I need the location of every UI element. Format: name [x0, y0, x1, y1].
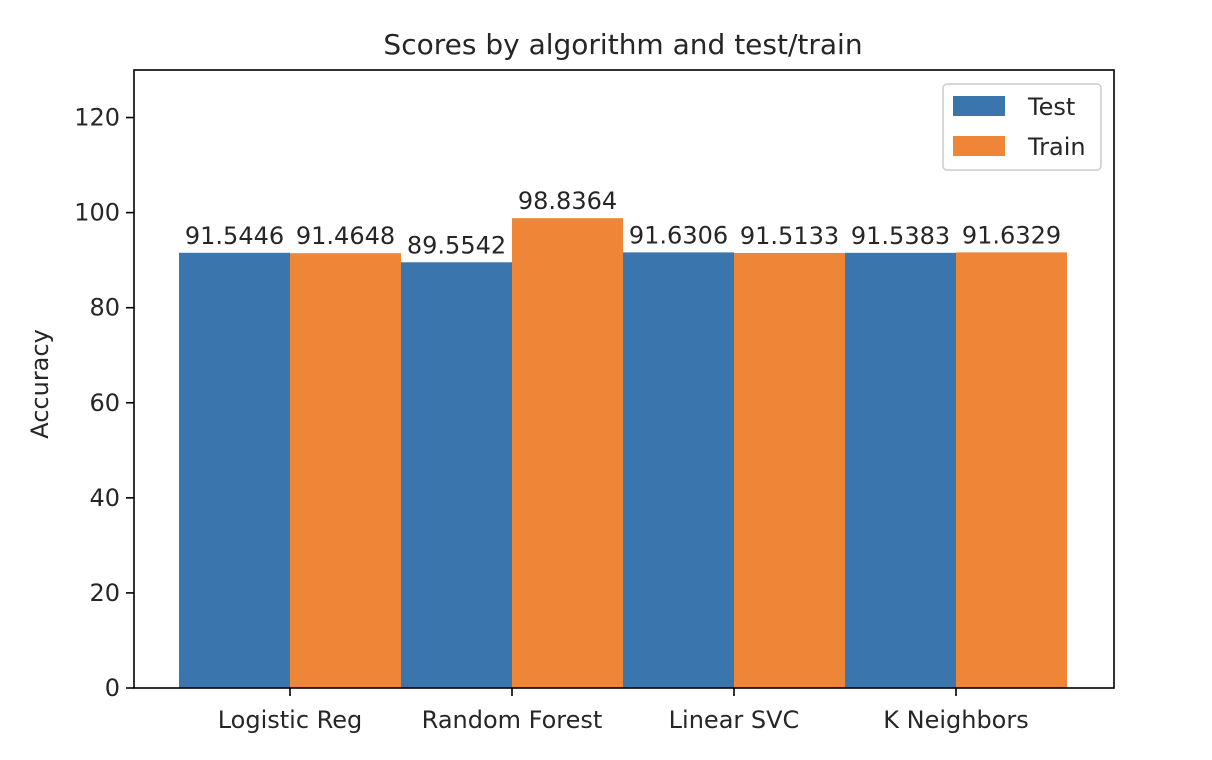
- y-tick-label: 80: [89, 294, 120, 322]
- bar-train-linear-svc: [734, 252, 845, 689]
- y-tick-label: 20: [89, 579, 120, 607]
- y-tick-label: 0: [105, 674, 120, 702]
- bar-train-k-neighbors: [956, 252, 1067, 688]
- bar-test-random-forest: [401, 262, 512, 688]
- x-tick-label: K Neighbors: [883, 706, 1029, 734]
- bar-value-label: 91.5446: [185, 222, 284, 250]
- bar-value-label: 89.5542: [407, 231, 506, 259]
- y-tick-label: 60: [89, 389, 120, 417]
- bar-train-random-forest: [512, 218, 623, 688]
- bar-value-label: 91.4648: [296, 222, 395, 250]
- bar-train-logistic-reg: [290, 253, 401, 688]
- bar-test-logistic-reg: [179, 252, 290, 689]
- legend: Test Train: [942, 83, 1102, 171]
- bar-value-labels: 91.5446 91.4648 89.5542 98.8364 91.6306 91.51…: [185, 187, 1061, 259]
- legend-swatch-test: [953, 96, 1005, 116]
- x-tick-label: Random Forest: [422, 706, 603, 734]
- x-tick-label: Linear SVC: [669, 706, 800, 734]
- bar-value-label: 98.8364: [518, 187, 617, 215]
- bar-value-label: 91.6306: [629, 221, 728, 249]
- y-axis-label: Accuracy: [26, 329, 54, 439]
- y-axis: 0 20 40 60 80 100 120: [74, 104, 134, 702]
- bars-layer: [179, 218, 1067, 689]
- y-tick-label: 100: [74, 199, 120, 227]
- bar-test-linear-svc: [623, 252, 734, 688]
- plot-frame: [133, 69, 1115, 689]
- bar-value-label: 91.5383: [851, 222, 950, 250]
- chart-title: Scores by algorithm and test/train: [383, 28, 862, 61]
- bar-value-label: 91.6329: [962, 221, 1061, 249]
- y-tick-label: 120: [74, 104, 120, 132]
- bar-test-k-neighbors: [845, 252, 956, 688]
- x-axis: Logistic Reg Random Forest Linear SVC K Nei…: [218, 688, 1029, 734]
- legend-swatch-train: [953, 136, 1005, 156]
- x-tick-label: Logistic Reg: [218, 706, 363, 734]
- legend-label-train: Train: [1027, 133, 1086, 161]
- y-tick-label: 40: [89, 484, 120, 512]
- bar-value-label: 91.5133: [740, 222, 839, 250]
- legend-label-test: Test: [1027, 93, 1075, 121]
